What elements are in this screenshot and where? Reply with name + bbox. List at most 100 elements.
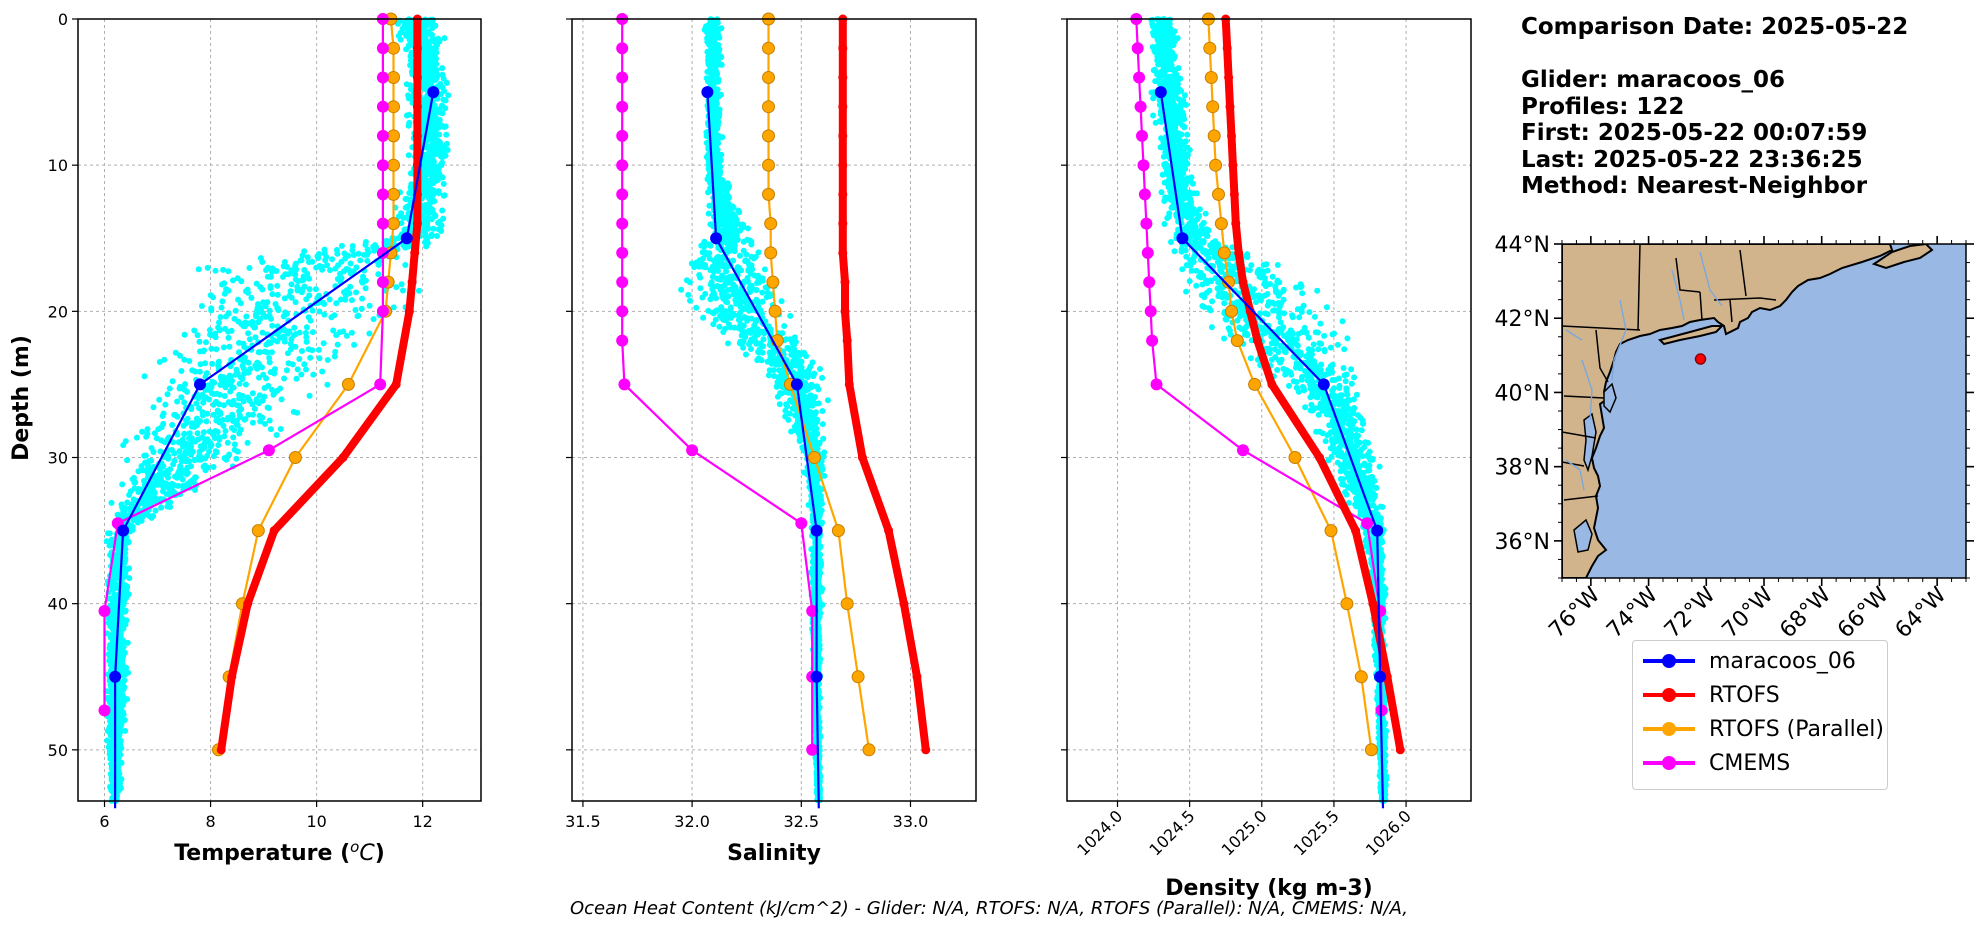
- scatter-point: [292, 260, 299, 267]
- cmems-series: [98, 13, 389, 717]
- scatter-point: [760, 336, 767, 343]
- scatter-point: [740, 247, 747, 254]
- scatter-point: [198, 303, 205, 309]
- scatter-point: [244, 439, 251, 446]
- scatter-point: [120, 664, 127, 671]
- scatter-point: [197, 361, 204, 368]
- scatter-point: [355, 312, 362, 319]
- data-point: [412, 102, 422, 112]
- scatter-point: [440, 192, 447, 199]
- scatter-point: [283, 367, 290, 374]
- scatter-point: [434, 72, 441, 79]
- scatter-point: [128, 522, 135, 529]
- scatter-point: [802, 394, 809, 401]
- scatter-point: [366, 302, 373, 309]
- scatter-point: [782, 407, 789, 414]
- scatter-point: [778, 298, 785, 305]
- scatter-point: [420, 53, 427, 60]
- scatter-point: [403, 112, 410, 119]
- scatter-point: [744, 236, 751, 243]
- scatter-point: [120, 681, 126, 688]
- scatter-point: [407, 33, 414, 40]
- scatter-point: [141, 373, 148, 380]
- scatter-point: [126, 492, 133, 498]
- scatter-point: [111, 580, 118, 587]
- scatter-point: [171, 457, 178, 464]
- scatter-point: [156, 359, 163, 365]
- scatter-point: [306, 275, 313, 282]
- scatter-point: [219, 298, 226, 305]
- scatter-point: [342, 296, 349, 303]
- scatter-point: [260, 311, 267, 317]
- scatter-point: [358, 305, 365, 312]
- scatter-point: [237, 300, 244, 307]
- data-point: [338, 453, 348, 462]
- scatter-point: [248, 294, 255, 301]
- scatter-point: [118, 706, 125, 713]
- scatter-point: [705, 210, 712, 217]
- scatter-point: [182, 381, 189, 388]
- scatter-point: [375, 271, 382, 278]
- data-point: [376, 276, 389, 289]
- scatter-point: [730, 257, 737, 264]
- glider-series-line: [113, 91, 435, 809]
- scatter-point: [706, 241, 713, 248]
- scatter-point: [416, 287, 422, 294]
- scatter-point: [264, 273, 271, 280]
- scatter-point: [295, 278, 302, 285]
- scatter-point: [337, 296, 344, 303]
- scatter-point: [366, 330, 373, 337]
- scatter-point: [429, 73, 436, 80]
- scatter-point: [226, 372, 233, 379]
- scatter-point: [309, 258, 316, 265]
- scatter-point: [233, 417, 240, 424]
- scatter-point: [351, 341, 358, 348]
- data-point: [412, 73, 422, 82]
- scatter-point: [107, 634, 114, 641]
- scatter-point: [211, 435, 218, 441]
- scatter-point: [441, 35, 448, 42]
- scatter-point: [324, 262, 330, 269]
- scatter-point: [312, 286, 319, 293]
- scatter-point: [217, 314, 224, 320]
- data-point: [269, 526, 279, 536]
- scatter-point: [158, 424, 165, 431]
- scatter-point: [171, 411, 178, 418]
- scatter-point: [281, 295, 288, 302]
- x-tick-label: 12: [412, 812, 432, 831]
- scatter-point: [329, 256, 336, 263]
- scatter-point: [261, 385, 268, 391]
- scatter-point: [770, 347, 777, 354]
- scatter-point: [171, 450, 178, 457]
- scatter-point: [196, 448, 203, 455]
- scatter-point: [216, 419, 223, 426]
- data-point: [341, 377, 355, 391]
- scatter-point: [798, 364, 805, 371]
- scatter-point: [226, 343, 233, 350]
- scatter-point: [266, 312, 273, 319]
- scatter-point: [103, 538, 110, 545]
- scatter-point: [225, 399, 232, 406]
- scatter-point: [433, 42, 440, 49]
- scatter-point: [353, 264, 360, 271]
- scatter-point: [365, 249, 372, 256]
- scatter-point: [288, 336, 295, 343]
- scatter-point: [218, 378, 225, 385]
- scatter-point: [257, 349, 263, 356]
- scatter-point: [141, 477, 147, 484]
- scatter-point: [437, 81, 444, 87]
- scatter-point: [188, 423, 195, 430]
- data-point: [374, 378, 387, 391]
- scatter-point: [439, 102, 445, 109]
- scatter-point: [183, 471, 190, 478]
- scatter-point: [440, 146, 447, 153]
- scatter-point: [165, 491, 172, 498]
- scatter-point: [193, 400, 200, 407]
- scatter-point: [321, 311, 328, 318]
- scatter-point: [202, 467, 209, 474]
- scatter-point: [403, 46, 410, 53]
- scatter-point: [263, 341, 270, 348]
- scatter-point: [192, 487, 198, 493]
- scatter-point: [305, 314, 312, 321]
